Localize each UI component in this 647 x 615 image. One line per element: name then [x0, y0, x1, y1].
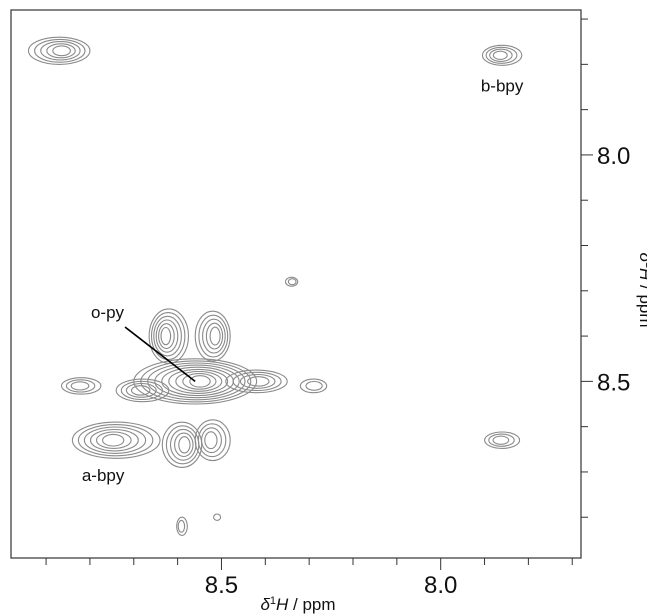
peak-label: b-bpy [481, 77, 524, 96]
contour-level [65, 379, 96, 393]
contour-level [34, 38, 86, 63]
contour-level [153, 315, 182, 357]
contour-level [95, 431, 132, 449]
o-py-pointer-line [124, 326, 196, 383]
contour-level [177, 519, 186, 533]
contour-level [209, 326, 221, 346]
contour-level [492, 50, 508, 60]
contour-level [484, 431, 521, 449]
contour-level [205, 322, 224, 350]
contour-level [198, 314, 229, 358]
contour-level [182, 373, 217, 390]
contour-level [213, 513, 222, 521]
contour-level [189, 375, 211, 388]
contour-level [488, 433, 515, 447]
contour-level [225, 369, 288, 394]
contour-level [194, 419, 231, 462]
contour-level [168, 368, 229, 394]
y-tick-label: 8.0 [597, 143, 630, 170]
x-axis-ticks: 8.5 8.0 [45, 558, 573, 599]
contour-level [485, 46, 518, 64]
contour-level [83, 426, 147, 454]
contour-level [197, 423, 227, 458]
contour-level [492, 435, 510, 445]
contour-level [247, 376, 270, 387]
plot-frame [10, 9, 582, 559]
contour-level [174, 432, 194, 458]
x-tick-label: 8.0 [424, 572, 457, 599]
contour-level [148, 308, 190, 364]
contour-level [155, 319, 179, 353]
peak-label: a-bpy [82, 466, 125, 485]
contour-level [204, 431, 218, 450]
contour-level [40, 41, 81, 61]
peak-label: o-py [91, 303, 125, 322]
contour-level [202, 318, 226, 354]
contour-level [232, 371, 282, 392]
contour-level [287, 278, 297, 286]
contour-level [102, 433, 125, 447]
contour-level [115, 378, 170, 403]
y-axis-label: δ1H / ppm [636, 252, 647, 327]
y-tick-label: 8.5 [597, 369, 630, 396]
contour-peaks [27, 36, 523, 536]
contour-level [154, 364, 240, 399]
contour-level [194, 310, 231, 362]
contour-level [176, 516, 188, 536]
contour-level [481, 44, 523, 66]
contour-level [27, 36, 91, 65]
contour-level [178, 436, 191, 454]
contour-level [160, 326, 172, 346]
peak-labels: o-py b-bpy a-bpy [82, 77, 524, 486]
contour-level [52, 45, 71, 57]
contour-level [299, 378, 328, 394]
contour-level [201, 427, 222, 454]
contour-level [305, 380, 323, 391]
y-axis-ticks: 8.0 8.5 [581, 18, 630, 518]
contour-level [125, 382, 157, 398]
contour-level [239, 373, 276, 389]
contour-level [130, 385, 151, 396]
contour-level [77, 424, 154, 457]
x-tick-label: 8.5 [205, 572, 238, 599]
contour-level [133, 358, 258, 405]
contour-level [46, 43, 76, 59]
contour-level [120, 380, 164, 401]
contour-level [284, 276, 299, 287]
contour-level [70, 381, 90, 391]
x-axis-label: δ1H / ppm [260, 595, 335, 614]
contour-level [60, 377, 102, 395]
contour-level [71, 421, 161, 459]
contour-level [175, 370, 223, 392]
contour-level [89, 428, 139, 452]
contour-level [158, 323, 175, 350]
contour-level [489, 48, 513, 62]
